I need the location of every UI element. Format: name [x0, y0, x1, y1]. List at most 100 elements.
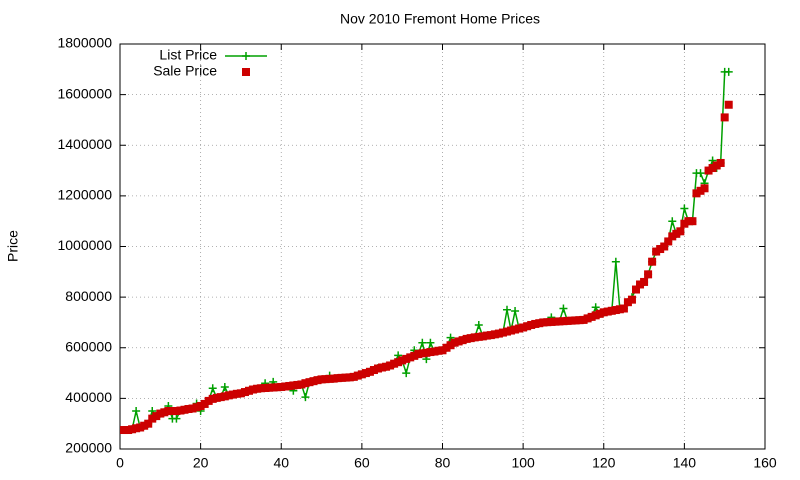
x-tick-label: 100 [511, 455, 535, 471]
square-marker [684, 217, 693, 226]
x-tick-label: 40 [273, 455, 289, 471]
square-marker [285, 381, 294, 390]
square-marker [563, 316, 572, 325]
square-marker [523, 322, 532, 331]
square-marker [664, 237, 673, 246]
square-marker [249, 385, 258, 394]
plus-marker [418, 338, 427, 347]
square-marker [478, 332, 487, 341]
square-marker [365, 367, 374, 376]
x-tick-label: 0 [116, 455, 124, 471]
plus-marker [242, 52, 250, 60]
plus-marker [708, 156, 717, 165]
plus-marker [148, 407, 157, 416]
square-marker [454, 337, 463, 346]
plus-marker [402, 369, 411, 378]
square-marker [623, 298, 632, 307]
square-marker [329, 374, 338, 383]
square-marker [196, 401, 205, 410]
plus-marker [724, 67, 733, 76]
square-marker [599, 308, 608, 317]
chart-title: Nov 2010 Fremont Home Prices [340, 11, 540, 27]
square-marker [656, 245, 665, 254]
square-marker [551, 317, 560, 326]
square-marker [406, 353, 415, 362]
square-marker [583, 314, 592, 323]
square-marker [378, 363, 387, 372]
square-marker [369, 366, 378, 375]
series-line [124, 71, 729, 431]
square-marker [539, 318, 548, 327]
y-tick-label: 800000 [65, 288, 112, 304]
plot-frame [119, 43, 766, 450]
plus-marker [132, 407, 141, 416]
square-marker [204, 396, 213, 405]
square-marker [402, 354, 411, 363]
square-marker [136, 423, 145, 432]
square-marker [676, 227, 685, 236]
plus-marker [559, 304, 568, 313]
square-marker [140, 421, 149, 430]
square-marker [591, 311, 600, 320]
square-marker [575, 316, 584, 325]
square-marker [160, 408, 169, 417]
y-axis-label: Price [5, 230, 21, 262]
square-marker [253, 384, 262, 393]
square-marker [652, 247, 661, 256]
square-marker [724, 100, 733, 109]
x-tick-label: 80 [435, 455, 451, 471]
plus-marker [446, 333, 455, 342]
plus-marker [474, 320, 483, 329]
square-marker [490, 330, 499, 339]
square-marker [265, 383, 274, 392]
square-marker [273, 383, 282, 392]
square-marker [216, 393, 225, 402]
square-marker [648, 257, 657, 266]
square-marker [297, 380, 306, 389]
square-marker [511, 325, 520, 334]
square-marker [410, 351, 419, 360]
square-marker [619, 304, 628, 313]
square-marker [527, 320, 536, 329]
x-tick-label: 20 [193, 455, 209, 471]
square-marker [277, 382, 286, 391]
square-marker [712, 161, 721, 170]
square-marker [188, 404, 197, 413]
square-marker [660, 242, 669, 251]
square-marker [345, 373, 354, 382]
square-marker [547, 317, 556, 326]
square-marker [269, 383, 278, 392]
square-marker [361, 369, 370, 378]
square-marker [224, 391, 233, 400]
square-marker [242, 68, 250, 76]
square-marker [636, 280, 645, 289]
square-marker [325, 374, 334, 383]
plus-marker [301, 393, 310, 402]
square-marker [124, 426, 133, 435]
square-marker [257, 384, 266, 393]
square-marker [261, 383, 270, 392]
x-tick-label: 140 [673, 455, 697, 471]
square-marker [313, 376, 322, 385]
plus-marker [172, 414, 181, 423]
square-marker [644, 270, 653, 279]
square-marker [611, 306, 620, 315]
square-marker [632, 285, 640, 294]
square-marker [430, 347, 439, 356]
square-marker [349, 372, 358, 381]
square-marker [228, 390, 237, 399]
square-marker [180, 405, 189, 414]
square-marker [120, 426, 129, 435]
square-marker [317, 375, 326, 384]
square-marker [503, 327, 511, 336]
square-marker [555, 317, 564, 326]
y-tick-label: 600000 [65, 338, 112, 354]
plus-marker [208, 384, 217, 393]
x-tick-label: 60 [354, 455, 370, 471]
plus-marker [591, 303, 600, 312]
square-marker [386, 361, 395, 370]
square-marker [289, 381, 298, 390]
square-marker [353, 371, 362, 380]
y-tick-label: 1400000 [57, 136, 112, 152]
square-marker [164, 407, 173, 416]
